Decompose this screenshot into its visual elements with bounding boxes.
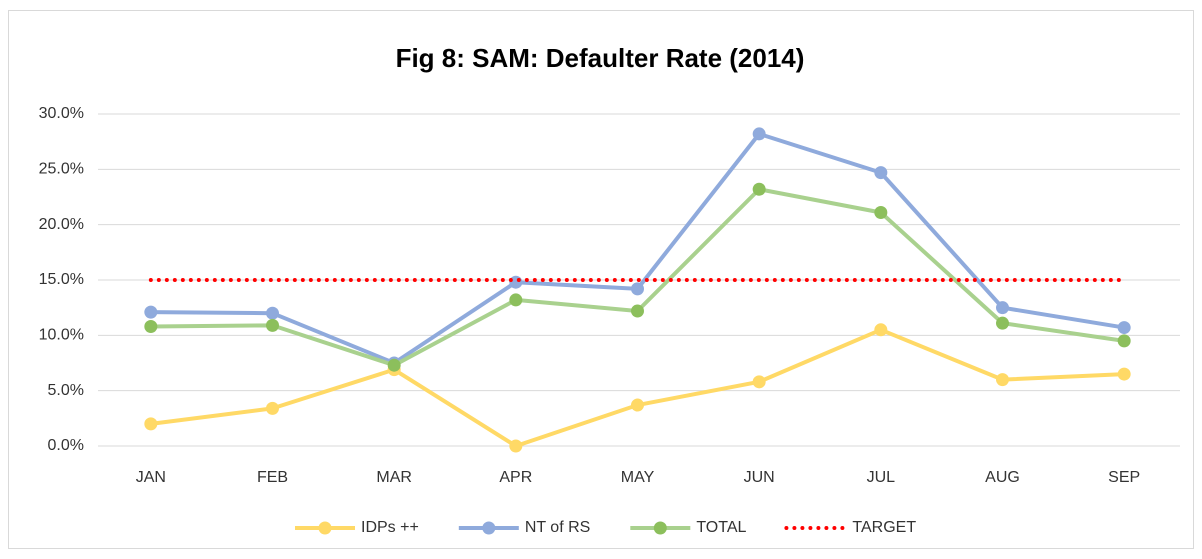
x-tick-label: JUN — [744, 469, 775, 486]
y-tick-label: 25.0% — [39, 161, 84, 178]
data-point — [387, 358, 401, 372]
legend-marker — [318, 521, 332, 535]
y-tick-label: 5.0% — [48, 382, 84, 399]
data-point — [144, 305, 158, 319]
legend-label: NT of RS — [525, 519, 591, 536]
x-tick-label: JUL — [867, 469, 896, 486]
y-tick-label: 30.0% — [39, 105, 84, 122]
x-tick-label: FEB — [257, 469, 288, 486]
data-point — [144, 319, 158, 333]
data-point — [631, 304, 644, 318]
data-point — [266, 318, 279, 332]
data-point — [996, 373, 1009, 387]
y-tick-label: 0.0% — [48, 437, 84, 454]
data-point — [874, 323, 888, 337]
data-point — [509, 275, 523, 289]
y-tick-label: 20.0% — [39, 216, 84, 233]
data-point — [752, 182, 766, 196]
data-point — [752, 375, 766, 389]
x-tick-label: MAR — [376, 469, 412, 486]
legend-label: IDPs ++ — [361, 519, 419, 536]
x-tick-label: JAN — [136, 469, 166, 486]
data-point — [752, 127, 766, 141]
y-tick-label: 10.0% — [39, 327, 84, 344]
data-point — [266, 401, 279, 415]
data-point — [996, 301, 1009, 315]
data-point — [874, 166, 888, 180]
data-point — [631, 282, 644, 296]
data-point — [1117, 334, 1131, 348]
data-point — [509, 293, 523, 307]
data-point — [266, 306, 279, 320]
x-tick-label: SEP — [1108, 469, 1140, 486]
data-point — [1117, 321, 1131, 335]
y-tick-label: 15.0% — [39, 271, 84, 288]
x-tick-label: APR — [499, 469, 532, 486]
data-point — [509, 439, 523, 453]
data-point — [874, 205, 888, 219]
data-point — [996, 316, 1009, 330]
x-tick-label: MAY — [621, 469, 655, 486]
chart-title: Fig 8: SAM: Defaulter Rate (2014) — [396, 43, 805, 73]
legend-marker — [653, 521, 667, 535]
data-point — [631, 398, 644, 412]
data-point — [144, 417, 158, 431]
x-tick-label: AUG — [985, 469, 1020, 486]
legend-marker — [482, 521, 496, 535]
data-point — [1117, 367, 1131, 381]
legend-label: TARGET — [852, 519, 916, 536]
legend-label: TOTAL — [696, 519, 746, 536]
